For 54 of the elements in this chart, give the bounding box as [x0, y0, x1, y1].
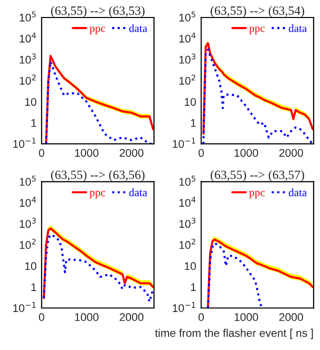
y-tick-label: 10$^{3}$	[20, 54, 36, 64]
legend-label: data	[129, 24, 148, 32]
x-tick-label: 0	[198, 313, 204, 322]
x-tick-label: 1000	[234, 148, 258, 157]
x-tick-label: 0	[198, 148, 204, 157]
x-tick-label: 2000	[120, 313, 144, 322]
y-tick-label: 10$^{−1}$	[13, 302, 36, 312]
y-tick-label: 10$^{4}$	[179, 32, 196, 43]
y-tick-label: 10$^{3}$	[179, 218, 196, 228]
x-tick-label: 1000	[75, 148, 98, 157]
line-series	[206, 242, 263, 308]
y-tick-label: 10$^{−1}$	[172, 302, 196, 312]
y-tick-label: 10$^{2}$	[179, 238, 196, 249]
y-tick-label: 10	[184, 98, 196, 106]
y-tick-label: 10	[25, 98, 36, 106]
text: ppc	[249, 26, 265, 34]
y-tick-label: 10$^{−1}$	[172, 138, 196, 148]
y-tick-label: 10$^{3}$	[179, 54, 196, 64]
legend-label: ppc	[90, 190, 106, 199]
y-tick-label: 10$^{5}$	[20, 12, 36, 22]
y-tick-label: 10$^{5}$	[179, 176, 196, 186]
x-tick-label: 2000	[279, 148, 304, 157]
y-tick-label: 10$^{4}$	[179, 196, 196, 207]
y-tick-label: 10	[25, 262, 36, 270]
y-tick-label: 1	[31, 119, 36, 127]
y-tick-label: 10$^{−1}$	[13, 138, 36, 148]
x-tick-label: 1000	[75, 313, 98, 322]
text: ppc	[249, 190, 265, 199]
x-tick-label: 2000	[120, 148, 144, 157]
y-tick-label: 10$^{5}$	[179, 12, 196, 22]
x-tick-label: 0	[38, 148, 44, 157]
y-tick-label: 10$^{2}$	[20, 238, 36, 249]
chart-title: (63,55) --> (63,54)	[210, 6, 304, 18]
y-tick-label: 10$^{5}$	[20, 176, 36, 186]
chart-title: (63,55) --> (63,57)	[210, 170, 304, 182]
y-tick-label: 10	[184, 262, 196, 270]
y-tick-label: 10$^{4}$	[20, 196, 36, 207]
legend-label: data	[288, 24, 307, 32]
chart-title: (63,55) --> (63,56)	[51, 170, 145, 182]
x-tick-label: 0	[38, 313, 44, 322]
y-tick-label: 10$^{4}$	[20, 32, 36, 43]
chart-title: (63,55) --> (63,53)	[51, 6, 145, 18]
y-tick-label: 10$^{2}$	[20, 74, 36, 85]
y-tick-label: 1	[191, 283, 196, 291]
y-tick-label: 1	[31, 283, 36, 291]
legend-label: ppc	[90, 26, 106, 34]
y-tick-label: 10$^{2}$	[179, 74, 196, 85]
y-tick-label: 10$^{3}$	[20, 218, 36, 228]
legend-label: data	[129, 188, 148, 196]
x-tick-label: 1000	[234, 313, 258, 322]
legend-label: data	[288, 188, 307, 196]
y-tick-label: 1	[191, 119, 196, 127]
x-tick-label: 2000	[279, 313, 304, 322]
x-axis-title: time from the flasher event [ ns ]	[155, 328, 313, 340]
